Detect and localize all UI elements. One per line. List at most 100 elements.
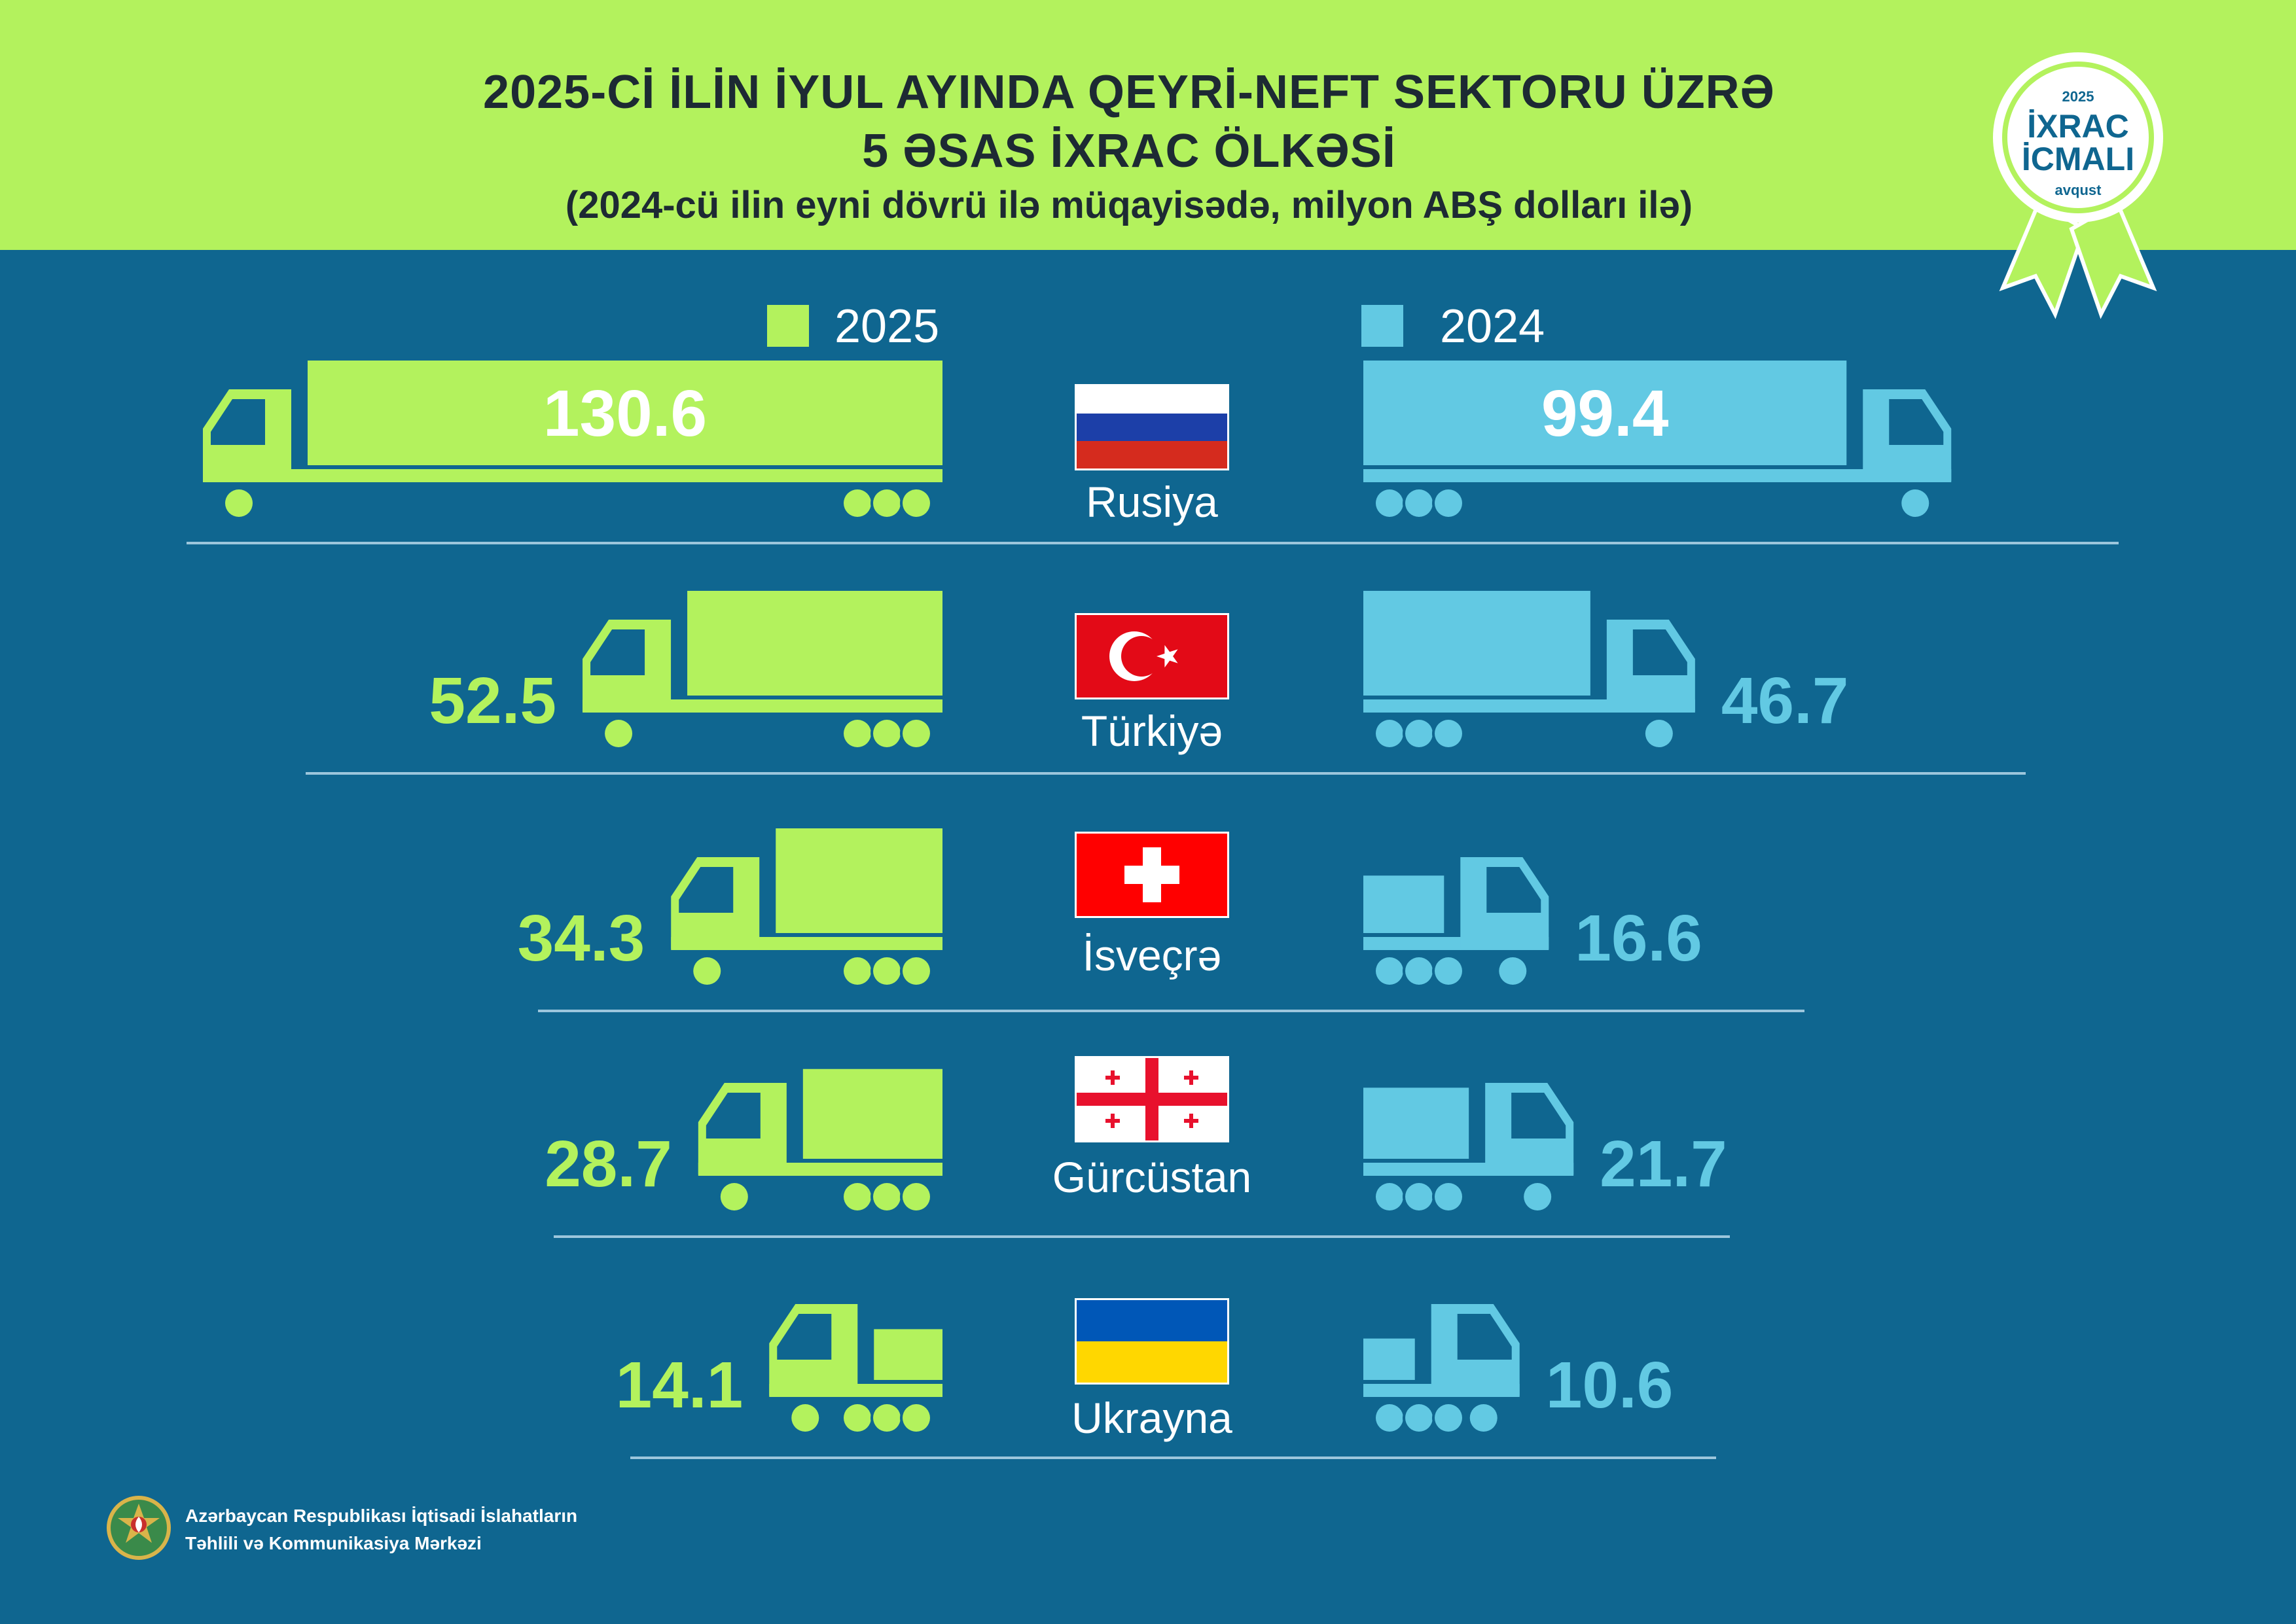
series-2024-wheel-1-3	[1645, 720, 1673, 747]
series-2024-bar-3	[1363, 1087, 1469, 1159]
series-2025-wheel-0-0	[225, 489, 253, 517]
value-label-2024-0: 99.4	[1541, 377, 1669, 450]
series-2025-window-3	[706, 1093, 761, 1139]
series-2024-wheel-0-3	[1901, 489, 1929, 517]
switzerland-flag-cross-h	[1124, 866, 1179, 884]
series-2025-wheel-4-3	[903, 1404, 930, 1432]
series-2024-wheel-1-1	[1405, 720, 1433, 747]
legend-label-2025: 2025	[834, 300, 940, 353]
series-2025-chassis-0	[203, 469, 942, 482]
series-2025-wheel-3-1	[844, 1183, 871, 1210]
series-2024-wheel-0-2	[1435, 489, 1462, 517]
value-label-2025-2: 34.3	[518, 902, 645, 975]
ukraine-flag-yellow	[1077, 1341, 1227, 1383]
series-2025-bar-3	[802, 1068, 942, 1159]
series-2024-bar-2	[1363, 875, 1444, 933]
page-title-line1: 2025-Cİ İLİN İYUL AYINDA QEYRİ-NEFT SEKT…	[483, 66, 1775, 118]
russia-flag	[1075, 384, 1229, 470]
series-2025-bar-0	[308, 361, 942, 465]
series-2024-wheel-2-2	[1435, 957, 1462, 985]
georgia-flag-small-cross-h-2	[1105, 1119, 1120, 1123]
value-label-2025-4: 14.1	[616, 1349, 744, 1422]
series-2024-wheel-4-2	[1435, 1404, 1462, 1432]
series-2024-wheel-1-0	[1376, 720, 1403, 747]
series-2024-wheel-1-2	[1435, 720, 1462, 747]
series-2025-wheel-0-2	[873, 489, 901, 517]
series-2025-wheel-3-2	[873, 1183, 901, 1210]
series-2025-wheel-4-0	[791, 1404, 819, 1432]
value-label-2025-1: 52.5	[429, 664, 556, 737]
series-2024-window-3	[1511, 1093, 1566, 1139]
category-label-0: Rusiya	[1086, 478, 1218, 526]
badge-month: avqust	[2055, 182, 2102, 198]
value-label-2024-3: 21.7	[1600, 1127, 1727, 1201]
series-2025-bar-2	[776, 828, 942, 933]
ixrac-icmali-badge: 2025 İXRAC İCMALI avqust	[1993, 52, 2163, 319]
series-2024-bar-4	[1363, 1338, 1415, 1380]
series-2024-truck-1	[1363, 591, 1695, 750]
series-2025-window-0	[211, 399, 265, 445]
legend-swatch-2024	[1361, 305, 1403, 347]
series-2024-window-2	[1486, 867, 1541, 913]
series-2025-wheel-1-0	[605, 720, 633, 747]
series-2025-wheel-4-2	[873, 1404, 901, 1432]
series-2025-wheel-1-3	[903, 720, 930, 747]
series-2024-wheel-2-0	[1376, 957, 1403, 985]
badge-rosette	[1993, 52, 2163, 222]
series-2025-wheel-3-0	[720, 1183, 748, 1210]
series-2024-wheel-4-1	[1405, 1404, 1433, 1432]
russia-flag-blue	[1077, 414, 1227, 441]
georgia-flag-small-cross-h-0	[1105, 1076, 1120, 1080]
series-2025-chassis-1	[583, 699, 942, 713]
series-2024-window-0	[1889, 399, 1944, 445]
series-2025-wheel-0-3	[903, 489, 930, 517]
series-2025-wheel-1-1	[844, 720, 871, 747]
ukraine-flag	[1075, 1298, 1229, 1385]
series-2025-wheel-2-3	[903, 957, 930, 985]
series-2024-truck-3	[1363, 1083, 1574, 1213]
series-2024-bar-1	[1363, 591, 1590, 696]
legend-label-2024: 2024	[1440, 300, 1545, 353]
turkey-flag-star	[1157, 644, 1178, 668]
series-2025-wheel-2-2	[873, 957, 901, 985]
series-2024-wheel-3-1	[1405, 1183, 1433, 1210]
legend-swatch-2025	[767, 305, 809, 347]
series-2024-wheel-4-0	[1376, 1404, 1403, 1432]
series-2025-wheel-0-1	[844, 489, 871, 517]
series-2025-wheel-2-1	[844, 957, 871, 985]
series-2025-truck-4	[769, 1304, 942, 1434]
series-2024-wheel-2-3	[1499, 957, 1527, 985]
series-2024-wheel-3-0	[1376, 1183, 1403, 1210]
footer-org-line1: Azərbaycan Respublikası İqtisadi İslahat…	[185, 1506, 578, 1526]
series-2024-truck-4	[1363, 1304, 1520, 1434]
russia-flag-white	[1077, 386, 1227, 414]
georgia-flag	[1075, 1056, 1229, 1142]
series-2024-chassis-0	[1363, 469, 1952, 482]
series-2025-truck-2	[671, 828, 942, 987]
footer-organization: Azərbaycan Respublikası İqtisadi İslahat…	[185, 1502, 577, 1557]
category-label-2: İsveçrə	[1083, 931, 1222, 980]
series-2024-truck-0	[1363, 361, 1952, 520]
badge-line1: İXRAC	[2027, 108, 2129, 145]
badge-line2: İCMALI	[2022, 141, 2134, 177]
georgia-flag-cross-h	[1077, 1093, 1227, 1106]
footer-org-line2: Təhlili və Kommunikasiya Mərkəzi	[185, 1533, 482, 1553]
turkey-flag-crescent-inner	[1121, 636, 1162, 677]
series-2025-window-4	[777, 1314, 832, 1360]
series-2025-bar-1	[687, 591, 942, 696]
series-2024-bar-0	[1363, 361, 1847, 465]
series-2025-wheel-2-0	[693, 957, 721, 985]
series-2024-window-4	[1457, 1314, 1512, 1360]
turkey-flag	[1075, 613, 1229, 699]
value-label-2025-3: 28.7	[545, 1127, 672, 1201]
switzerland-flag	[1075, 832, 1229, 918]
georgia-flag-small-cross-h-3	[1184, 1119, 1198, 1123]
value-label-2024-1: 46.7	[1721, 664, 1849, 737]
value-label-2024-2: 16.6	[1575, 902, 1702, 975]
series-2024-wheel-2-1	[1405, 957, 1433, 985]
series-2024-window-1	[1632, 629, 1687, 675]
value-label-2025-0: 130.6	[543, 377, 707, 450]
series-2024-wheel-3-2	[1435, 1183, 1462, 1210]
series-2025-truck-3	[698, 1068, 942, 1213]
